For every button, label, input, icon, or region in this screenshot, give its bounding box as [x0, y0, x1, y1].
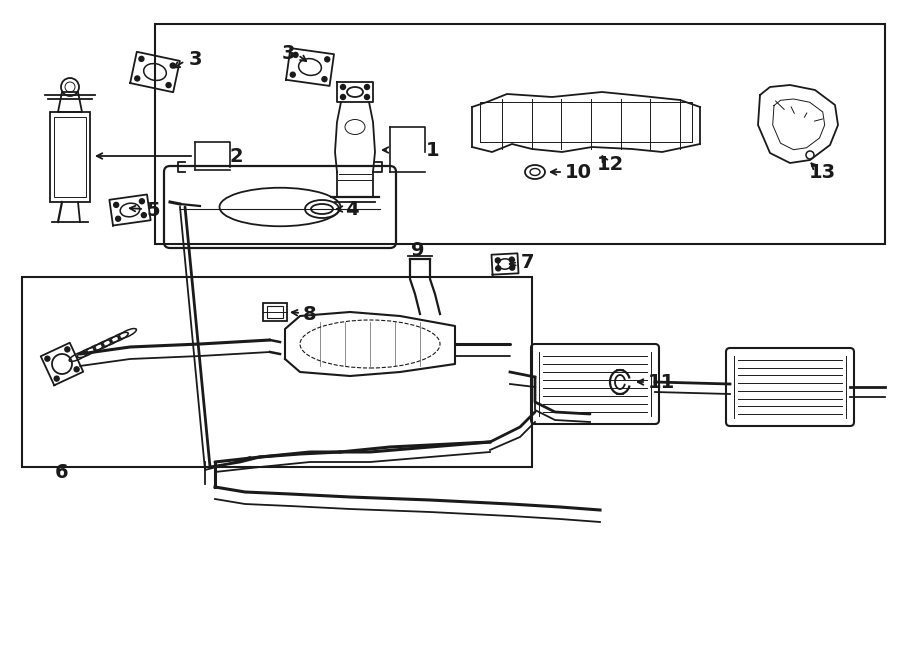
Text: 6: 6 — [55, 463, 68, 481]
Text: 5: 5 — [146, 201, 160, 220]
Bar — [267, 306, 283, 318]
Circle shape — [45, 356, 50, 361]
Bar — [50, 112, 90, 202]
Bar — [22, 277, 532, 467]
Circle shape — [140, 199, 144, 204]
Circle shape — [141, 213, 147, 218]
Circle shape — [291, 72, 295, 77]
Circle shape — [293, 52, 298, 58]
Circle shape — [74, 367, 79, 372]
Circle shape — [496, 266, 500, 271]
Text: 4: 4 — [346, 199, 359, 218]
Text: 3: 3 — [188, 50, 202, 68]
Bar — [155, 24, 885, 244]
Text: 1: 1 — [427, 140, 440, 160]
Circle shape — [135, 76, 140, 81]
Text: 8: 8 — [303, 305, 317, 324]
Circle shape — [509, 257, 514, 262]
Circle shape — [54, 376, 59, 381]
Circle shape — [495, 258, 500, 263]
Circle shape — [340, 85, 346, 89]
Circle shape — [113, 203, 119, 207]
Circle shape — [509, 265, 515, 270]
Text: 11: 11 — [648, 373, 675, 391]
Text: 10: 10 — [565, 162, 592, 181]
Text: 3: 3 — [282, 44, 295, 62]
Circle shape — [139, 56, 144, 62]
Circle shape — [340, 95, 346, 99]
Circle shape — [115, 216, 121, 221]
Circle shape — [65, 347, 70, 352]
Circle shape — [322, 77, 327, 81]
Circle shape — [364, 85, 370, 89]
Text: 12: 12 — [597, 154, 624, 173]
Text: 13: 13 — [808, 162, 835, 181]
Circle shape — [364, 95, 370, 99]
Text: 9: 9 — [411, 240, 425, 260]
Text: 2: 2 — [230, 146, 243, 166]
Circle shape — [166, 83, 171, 87]
Text: 7: 7 — [520, 252, 534, 271]
Circle shape — [325, 57, 329, 62]
Bar — [263, 303, 287, 321]
Circle shape — [170, 63, 176, 68]
Bar — [54, 117, 86, 197]
